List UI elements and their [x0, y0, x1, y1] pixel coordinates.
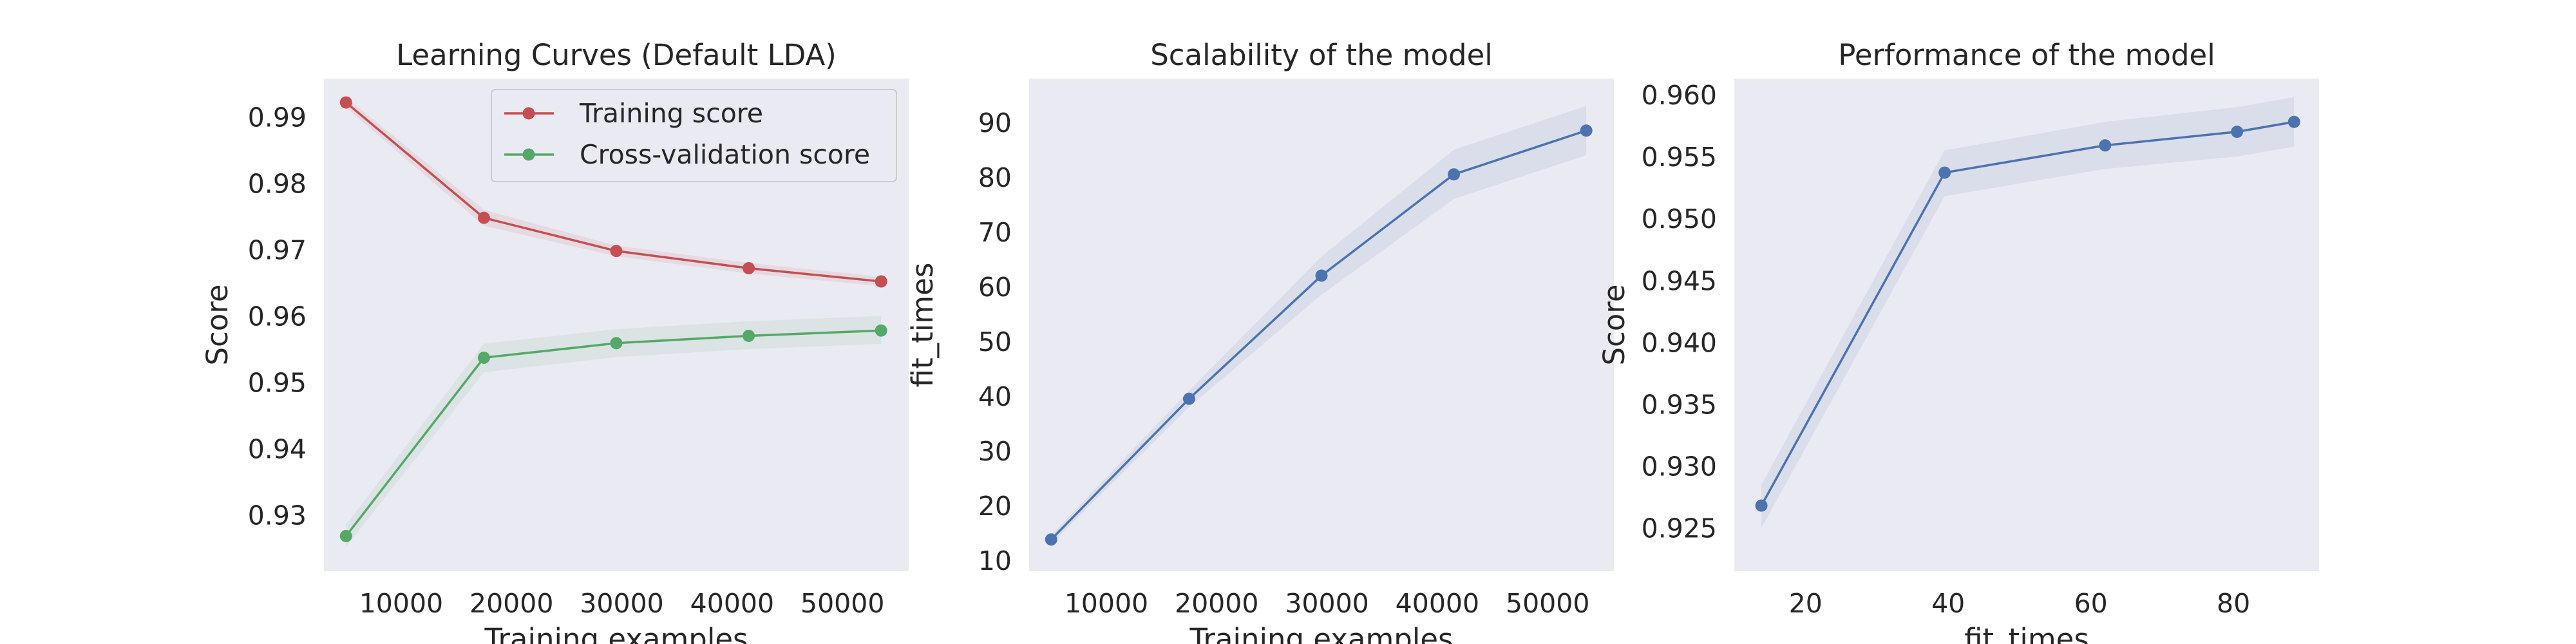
x-tick-label: 10000	[359, 588, 443, 619]
x-axis-label: Training examples	[484, 622, 748, 644]
y-tick-label: 0.99	[248, 102, 307, 133]
x-tick-label: 20	[1789, 588, 1823, 619]
x-tick-label: 50000	[800, 588, 884, 619]
y-tick-label: 0.97	[248, 235, 307, 266]
x-axis-label: Training examples	[1189, 622, 1454, 644]
cross-validation-score-point	[875, 324, 887, 337]
x-tick-label: 10000	[1065, 588, 1148, 619]
series-1-point	[1755, 499, 1768, 512]
series-1-point	[1580, 124, 1593, 137]
chart-title: Scalability of the model	[1150, 38, 1493, 72]
cross-validation-score-point	[339, 529, 352, 542]
series-1-series	[1045, 106, 1593, 546]
y-tick-label: 0.925	[1642, 513, 1717, 544]
series-1-point	[1448, 168, 1461, 181]
chart-panel-2: Scalability of the model 10000 20000 30000 4…	[905, 38, 1614, 644]
chart-title: Performance of the model	[1838, 38, 2215, 72]
chart-panel-3: Performance of the model 20 40 60 80 0.925 0.9…	[1597, 38, 2319, 644]
series-1-point	[1045, 533, 1057, 546]
y-tick-label: 40	[978, 381, 1012, 412]
legend-label: Cross-validation score	[580, 139, 870, 170]
y-tick-label: 60	[978, 272, 1012, 303]
legend-box	[491, 89, 897, 182]
y-tick-label: 0.94	[248, 434, 307, 465]
legend-marker	[522, 148, 535, 161]
plot-area	[1734, 79, 2319, 571]
series-1-point	[2099, 139, 2112, 152]
series-1-point	[1182, 392, 1195, 405]
y-tick-label: 0.935	[1642, 390, 1717, 421]
cross-validation-score-band	[346, 316, 882, 547]
y-axis-label: fit_times	[905, 263, 940, 388]
legend-label: Training score	[579, 98, 763, 129]
x-tick-label: 80	[2217, 588, 2250, 619]
x-tick-label: 20000	[469, 588, 553, 619]
y-tick-label: 80	[978, 162, 1012, 193]
cross-validation-score-series	[339, 316, 887, 547]
chart-title: Learning Curves (Default LDA)	[396, 38, 837, 72]
legend: Training score Cross-validation score	[491, 89, 897, 182]
y-tick-label: 0.93	[248, 500, 307, 531]
x-tick-label: 30000	[1285, 588, 1368, 619]
plot-area	[1029, 79, 1614, 571]
y-tick-label: 0.98	[248, 169, 307, 200]
y-tick-label: 0.96	[248, 301, 307, 332]
x-tick-label: 40000	[1396, 588, 1479, 619]
x-tick-label: 20000	[1175, 588, 1258, 619]
x-tick-label: 60	[2074, 588, 2108, 619]
training-score-point	[339, 96, 352, 109]
training-score-series	[339, 96, 887, 288]
series-1-point	[1315, 269, 1328, 282]
y-tick-label: 50	[978, 327, 1012, 357]
y-tick-label: 70	[978, 217, 1012, 248]
y-tick-label: 0.945	[1642, 265, 1717, 296]
series-1-band	[1051, 106, 1587, 544]
y-tick-label: 0.960	[1642, 80, 1717, 111]
y-tick-label: 10	[978, 545, 1012, 576]
x-tick-label: 40000	[690, 588, 774, 619]
chart-panel-1: Learning Curves (Default LDA) 10000 20000 3…	[200, 38, 909, 644]
series-1-point	[2287, 115, 2300, 128]
x-axis-label: fit_times	[1964, 622, 2089, 644]
series-1-point	[2231, 126, 2244, 138]
y-tick-label: 90	[978, 108, 1012, 138]
training-score-point	[743, 261, 755, 274]
y-tick-label: 0.940	[1642, 327, 1717, 358]
y-tick-label: 0.950	[1642, 204, 1717, 234]
x-tick-label: 40	[1931, 588, 1965, 619]
cross-validation-score-point	[610, 337, 623, 350]
series-1-series	[1755, 97, 2300, 528]
y-tick-label: 0.930	[1642, 451, 1717, 482]
y-tick-label: 0.95	[248, 368, 307, 399]
cross-validation-score-point	[743, 329, 755, 342]
series-1-point	[1938, 166, 1951, 179]
legend-marker	[522, 107, 535, 120]
y-axis-label: Score	[1597, 284, 1631, 365]
training-score-point	[875, 275, 887, 288]
y-axis-label: Score	[200, 284, 234, 365]
y-tick-label: 20	[978, 491, 1012, 522]
x-tick-label: 30000	[580, 588, 663, 619]
y-tick-label: 0.955	[1642, 142, 1717, 173]
training-score-point	[610, 245, 623, 258]
training-score-point	[477, 211, 490, 224]
cross-validation-score-point	[477, 351, 490, 364]
x-tick-label: 50000	[1506, 588, 1589, 619]
y-tick-label: 30	[978, 436, 1012, 467]
charts-container: Learning Curves (Default LDA) 10000 20000 3…	[200, 38, 2319, 644]
